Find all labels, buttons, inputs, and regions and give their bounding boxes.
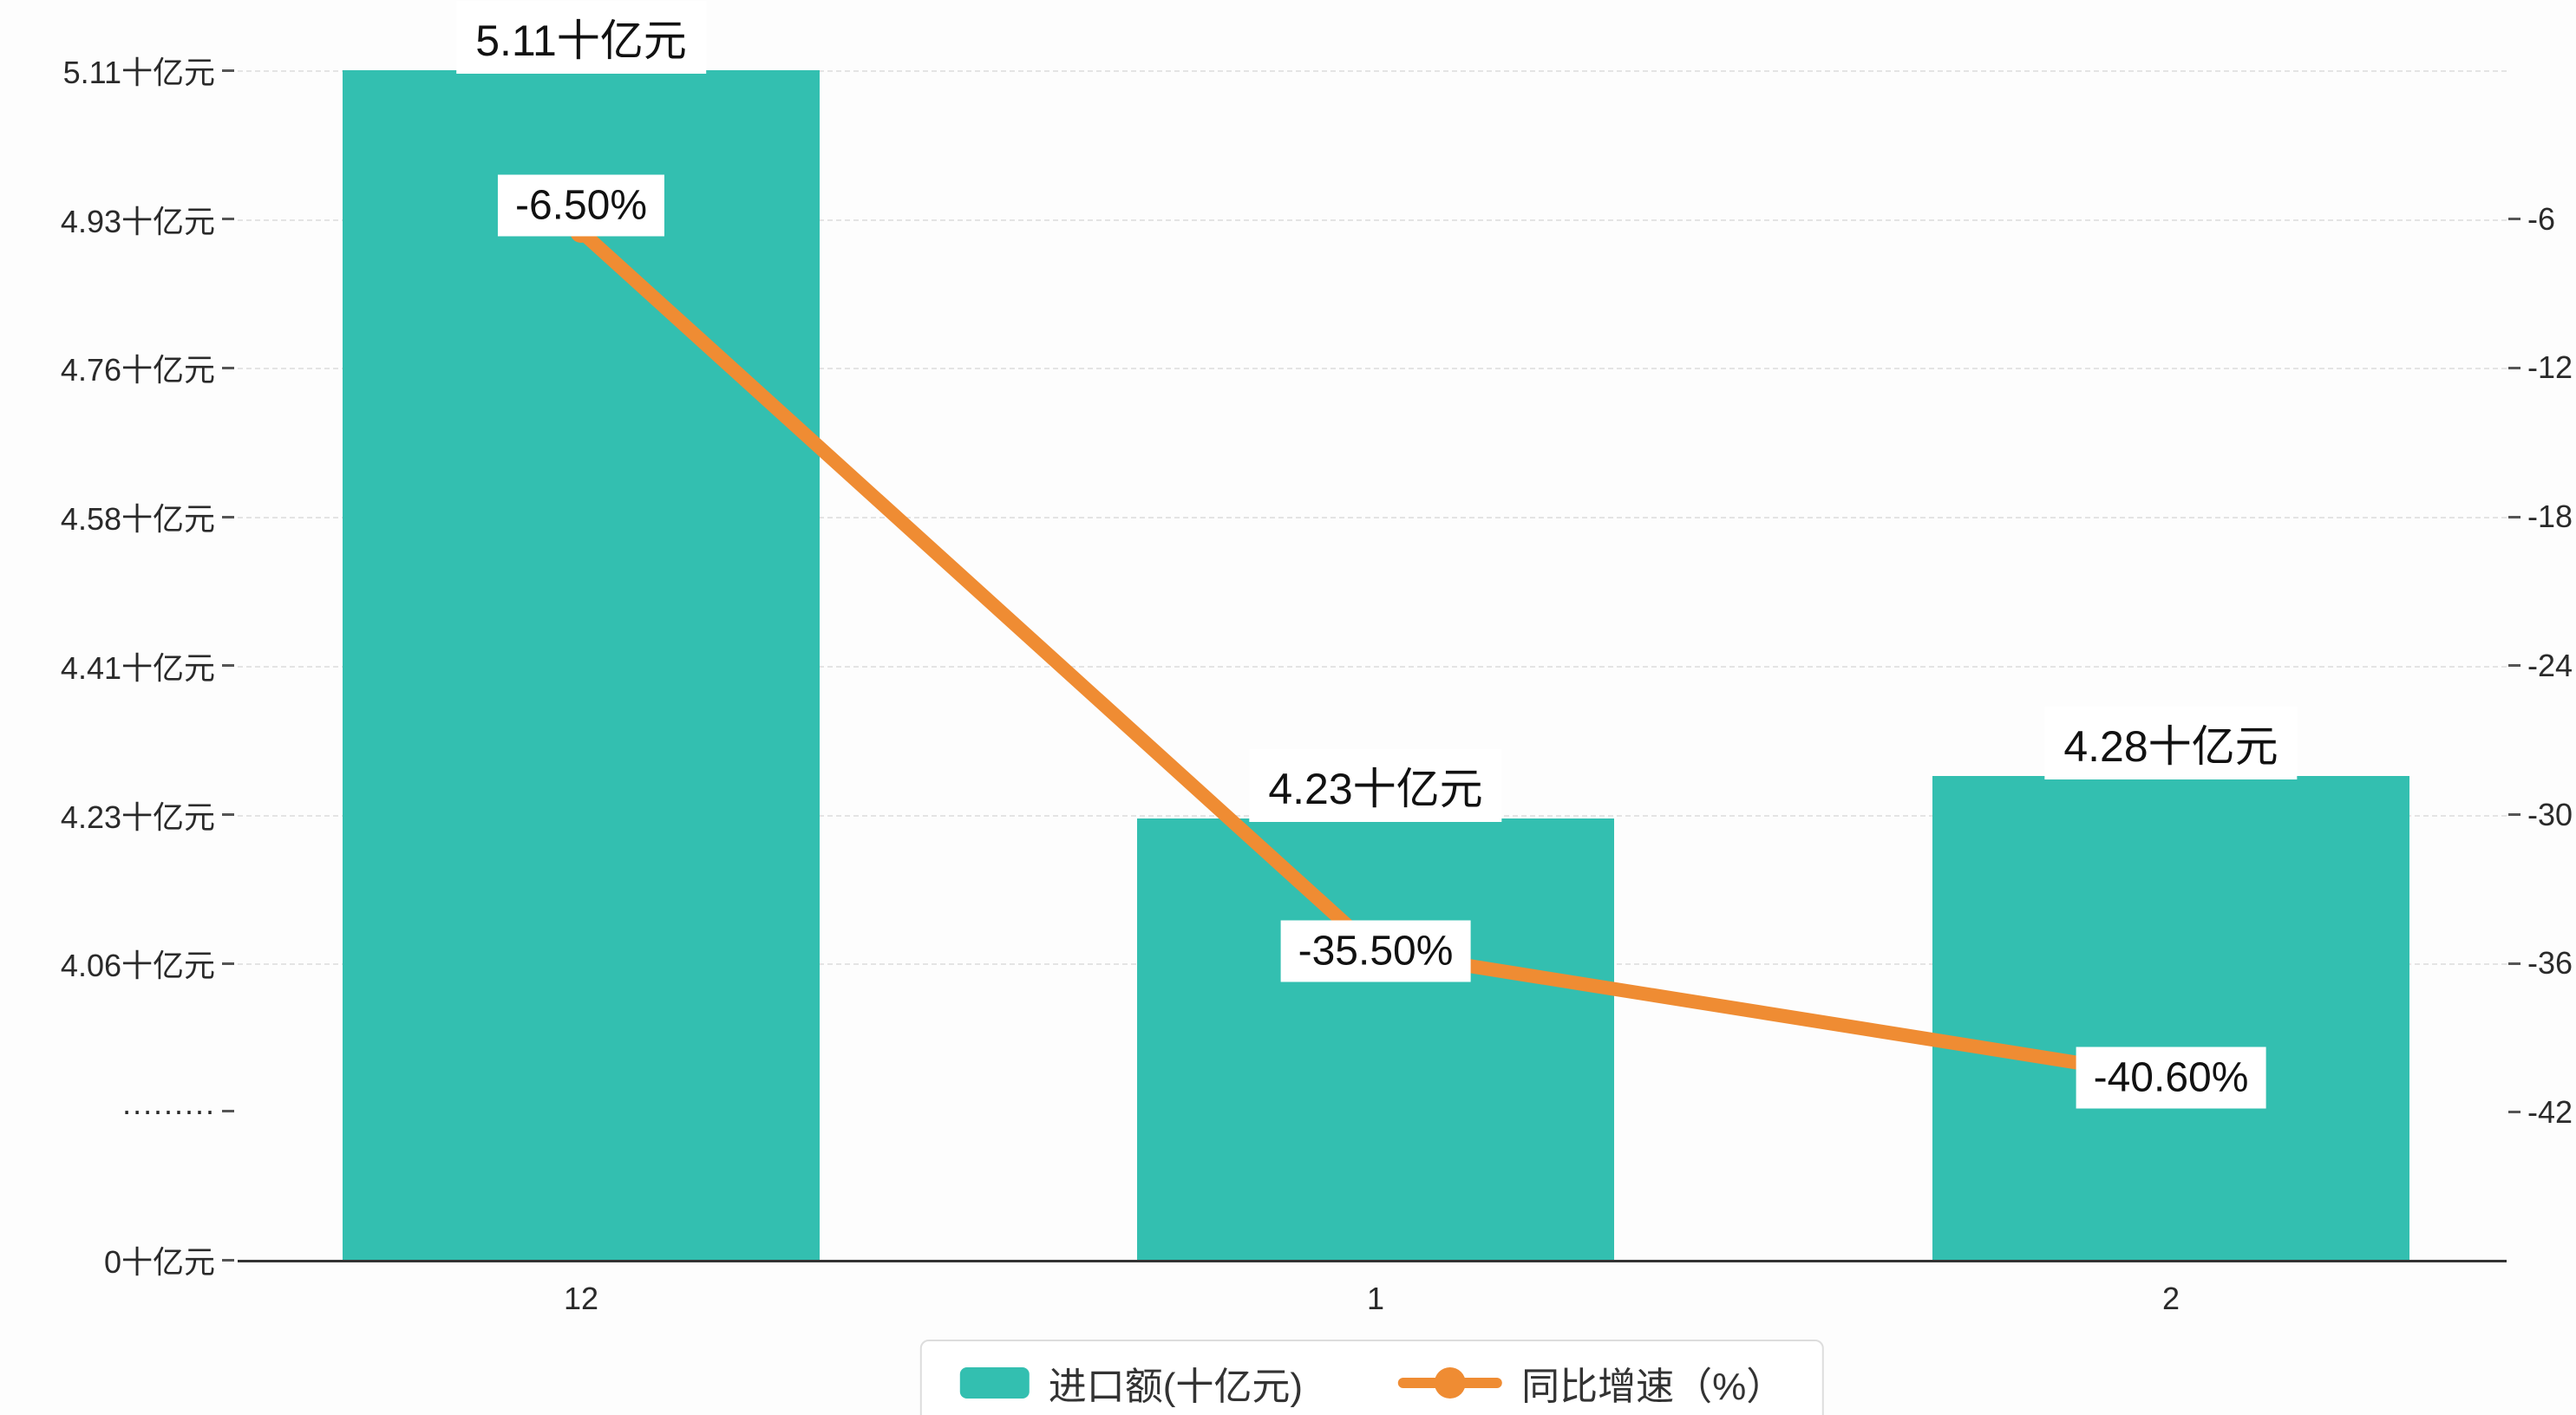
legend-label: 同比增速（%） (1521, 1366, 1785, 1408)
y-axis-tick-mark (222, 1258, 234, 1262)
y-axis-tick-label: 4.58十亿元 (60, 501, 215, 538)
y-axis-tick-mark (222, 218, 234, 221)
x-axis-line (238, 1260, 2507, 1262)
bar-import-value (343, 70, 820, 1260)
y-axis-tick-mark (222, 664, 234, 668)
x-axis-tick-label: 12 (563, 1281, 599, 1316)
x-axis-tick-label: 1 (1366, 1281, 1385, 1316)
bar-import-value (1932, 776, 2409, 1260)
secondary-axis-tick-label: -30 (2527, 796, 2573, 832)
x-axis-tick-label: 2 (2161, 1281, 2180, 1316)
legend-dot-icon (1435, 1367, 1467, 1399)
y-axis-tick-label: 0十亿元 (103, 1244, 215, 1280)
legend-bar-swatch-icon (959, 1367, 1030, 1399)
bar-value-label: 5.11十亿元 (456, 1, 706, 74)
secondary-axis-tick-mark (2508, 813, 2520, 816)
secondary-axis-tick-label: -6 (2527, 200, 2556, 237)
secondary-axis-tick-label: -12 (2527, 349, 2573, 386)
legend-item-growth-rate[interactable]: 同比增速（%） (1398, 1355, 1784, 1411)
gridline (238, 368, 2507, 370)
legend: 进口额(十亿元) 同比增速（%） (919, 1340, 1825, 1415)
y-axis-break-label: ········· (121, 1092, 215, 1129)
y-axis-tick-mark (222, 68, 234, 72)
secondary-axis-tick-mark (2508, 664, 2520, 668)
legend-label: 进口额(十亿元) (1048, 1366, 1304, 1408)
secondary-axis-tick-mark (2508, 1111, 2520, 1114)
bar-import-value (1137, 818, 1614, 1260)
secondary-axis-tick-label: -24 (2527, 647, 2573, 683)
y-axis-tick-label: 4.41十亿元 (60, 649, 215, 686)
legend-item-imports[interactable]: 进口额(十亿元) (959, 1355, 1304, 1411)
y-axis-tick-label: 4.06十亿元 (60, 948, 215, 984)
y-axis-tick-mark (222, 813, 234, 816)
y-axis-tick-label: 4.23十亿元 (60, 799, 215, 835)
y-axis-tick-mark (222, 366, 234, 369)
y-axis-tick-label: 5.11十亿元 (62, 55, 215, 90)
secondary-axis-tick-mark (2508, 962, 2520, 965)
line-value-label: -6.50% (497, 174, 665, 237)
line-value-label: -35.50% (1280, 920, 1471, 982)
y-axis-tick-mark (222, 1109, 234, 1112)
line-value-label: -40.60% (2076, 1047, 2266, 1109)
y-axis-tick-mark (222, 515, 234, 518)
secondary-axis-tick-label: -36 (2527, 945, 2573, 981)
gridline (238, 665, 2507, 668)
bar-value-label: 4.23十亿元 (1249, 749, 1502, 823)
bar-value-label: 4.28十亿元 (2044, 707, 2298, 780)
y-axis-tick-label: 4.76十亿元 (60, 352, 215, 388)
secondary-axis-tick-label: -42 (2527, 1093, 2573, 1130)
gridline (238, 70, 2507, 72)
legend-line-swatch-icon (1398, 1366, 1503, 1399)
secondary-axis-tick-mark (2508, 515, 2520, 518)
y-axis-tick-mark (222, 962, 234, 965)
secondary-axis-tick-mark (2508, 218, 2520, 221)
secondary-axis-tick-mark (2508, 366, 2520, 369)
gridline (238, 517, 2507, 519)
secondary-axis-tick-label: -18 (2527, 499, 2573, 535)
gridline (238, 218, 2507, 221)
y-axis-tick-label: 4.93十亿元 (60, 203, 215, 239)
